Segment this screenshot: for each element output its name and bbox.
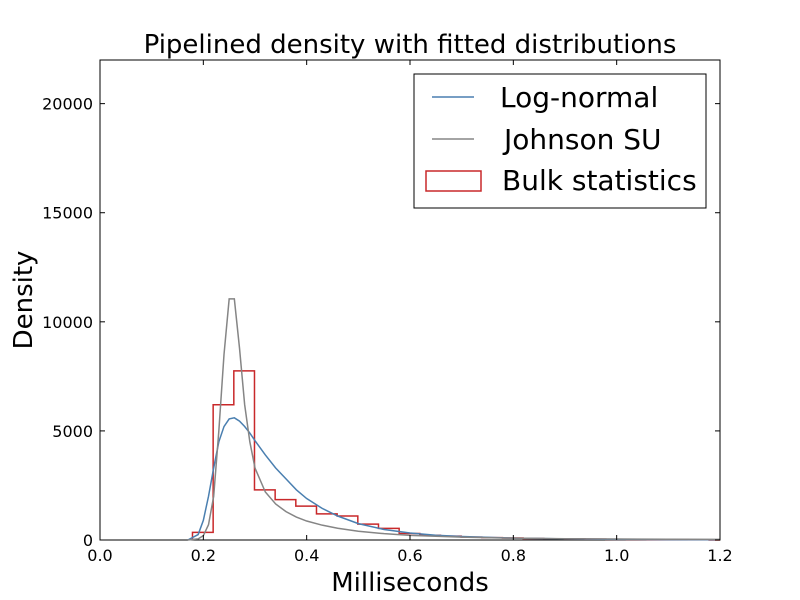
x-tick-label: 0.0 bbox=[87, 546, 112, 565]
legend-swatch-bulk-statistics bbox=[425, 170, 482, 192]
y-tick-label: 20000 bbox=[42, 95, 93, 114]
y-tick-label: 10000 bbox=[42, 313, 93, 332]
x-tick-label: 0.6 bbox=[397, 546, 422, 565]
y-tick-label: 15000 bbox=[42, 204, 93, 223]
legend: Log-normal Johnson SU Bulk statistics bbox=[413, 73, 707, 209]
x-axis-label: Milliseconds bbox=[331, 568, 489, 598]
legend-label-log-normal: Log-normal bbox=[500, 81, 658, 114]
series-log-normal-line bbox=[187, 417, 721, 541]
x-tick-label: 0.4 bbox=[294, 546, 319, 565]
y-tick-label: 0 bbox=[83, 531, 93, 550]
chart-title: Pipelined density with fitted distributi… bbox=[144, 30, 677, 60]
series-bulk-statistics-histogram bbox=[191, 370, 720, 541]
legend-label-bulk-statistics: Bulk statistics bbox=[502, 164, 697, 197]
series-johnson-su-line bbox=[187, 298, 721, 541]
series-layer bbox=[187, 298, 721, 541]
x-tick-label: 1.0 bbox=[604, 546, 629, 565]
legend-label-johnson-su: Johnson SU bbox=[502, 123, 662, 156]
y-axis-label: Density bbox=[9, 251, 39, 350]
ticks-layer: 0.0 0.2 0.4 0.6 0.8 1.0 1.2 0 5000 10000 15000 2000… bbox=[42, 60, 733, 565]
x-tick-label: 0.8 bbox=[501, 546, 526, 565]
y-tick-label: 5000 bbox=[52, 422, 93, 441]
x-tick-label: 0.2 bbox=[191, 546, 216, 565]
x-tick-label: 1.2 bbox=[707, 546, 732, 565]
